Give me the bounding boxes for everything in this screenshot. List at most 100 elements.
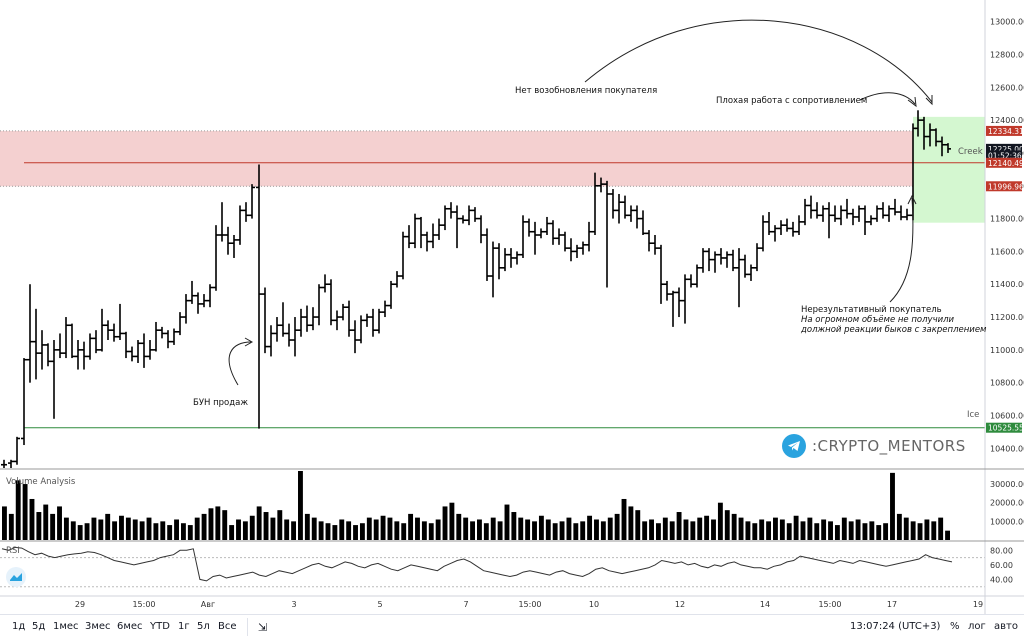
time-tick-label: 17 — [887, 600, 897, 609]
timeframe-1d[interactable]: 1д — [12, 621, 26, 632]
goto-date-icon[interactable]: ⇲ — [258, 621, 268, 634]
log-toggle[interactable]: лог — [968, 621, 986, 632]
volume-bar — [50, 513, 56, 540]
clock-time[interactable]: 13:07:24 (UTC+3) — [850, 621, 941, 632]
volume-bar — [139, 521, 145, 540]
ohlc-bar — [850, 208, 856, 226]
percent-toggle[interactable]: % — [950, 621, 960, 632]
ohlc-bar — [526, 218, 532, 237]
price-label-text: 12140.49 — [988, 159, 1024, 168]
timeframe-ytd[interactable]: YTD — [150, 621, 170, 632]
annotation-no-buyer: Нет возобновления покупателя — [515, 86, 658, 96]
ohlc-bar — [586, 221, 592, 252]
ohlc-bar — [736, 248, 742, 308]
ohlc-bar — [33, 308, 39, 380]
ohlc-bar — [322, 274, 328, 293]
volume-bar — [304, 513, 310, 540]
ohlc-bar — [274, 317, 280, 342]
volume-bar — [917, 523, 923, 540]
volume-bar — [766, 521, 772, 540]
ohlc-bar — [105, 320, 111, 341]
volume-bar — [167, 525, 173, 540]
rsi-indicator-label[interactable]: RSI — [6, 546, 20, 556]
ohlc-bar — [376, 308, 382, 334]
volume-bar — [497, 521, 503, 540]
bottom-toolbar: 1д 5д 1мес 3мес 6мес YTD 1г 5л Все ⇲ 13:… — [0, 614, 1024, 640]
price-tick-label: 11200.00 — [990, 313, 1024, 322]
ohlc-bar — [832, 205, 838, 222]
ohlc-bar — [634, 205, 640, 229]
volume-bar — [793, 515, 799, 540]
volume-bar — [43, 504, 49, 540]
timeframe-1y[interactable]: 1г — [178, 621, 190, 632]
rsi-line — [1, 546, 953, 582]
volume-bar — [201, 513, 207, 540]
volume-bar — [518, 517, 524, 540]
timeframe-3m[interactable]: 3мес — [85, 621, 111, 632]
ohlc-bar — [472, 207, 478, 222]
volume-bar — [807, 517, 813, 540]
timeframe-5y[interactable]: 5л — [197, 621, 210, 632]
ohlc-bar — [27, 284, 33, 383]
ohlc-bar — [556, 228, 562, 245]
ohlc-bar — [454, 205, 460, 249]
volume-bar — [945, 530, 950, 540]
volume-bar — [580, 521, 586, 540]
timeframe-all[interactable]: Все — [218, 621, 237, 632]
time-tick-label: Авг — [201, 600, 215, 609]
volume-bar — [435, 519, 441, 540]
ohlc-bar — [262, 287, 268, 354]
ohlc-bar — [915, 110, 921, 137]
volume-bar — [635, 510, 641, 540]
ohlc-bar — [57, 333, 63, 359]
price-label-bg — [986, 125, 1022, 136]
volume-bar — [745, 521, 751, 540]
volume-pane — [2, 471, 950, 540]
volume-bar — [242, 521, 248, 540]
volume-bar — [332, 525, 338, 540]
timeframe-6m[interactable]: 6мес — [117, 621, 143, 632]
volume-bar — [325, 523, 331, 540]
volume-bar — [525, 519, 531, 540]
volume-bar — [841, 517, 847, 540]
volume-bar — [408, 513, 414, 540]
volume-bar — [318, 521, 324, 540]
volume-bar — [442, 506, 448, 540]
ohlc-bar — [364, 313, 370, 327]
ohlc-bar — [231, 235, 237, 258]
price-label-bg — [986, 181, 1022, 192]
volume-bar — [738, 517, 744, 540]
price-tick-label: 10800.00 — [990, 379, 1024, 388]
volume-bar — [676, 512, 682, 540]
volume-bar — [504, 504, 510, 540]
volume-bar — [690, 521, 696, 540]
annotation-bun: БУН продаж — [193, 398, 249, 408]
timeframe-1m[interactable]: 1мес — [53, 621, 79, 632]
tradingview-logo-icon[interactable] — [6, 567, 26, 587]
rsi-tick-label: 80.00 — [990, 546, 1013, 555]
ohlc-bar — [610, 189, 616, 219]
ohlc-bar — [712, 251, 718, 273]
price-label-text: 12334.31 — [988, 127, 1024, 136]
volume-bar — [415, 517, 420, 540]
volume-indicator-label[interactable]: Volume Analysis — [6, 477, 76, 487]
ohlc-bar — [814, 202, 820, 219]
volume-bar — [566, 517, 572, 540]
ohlc-bar — [8, 459, 14, 468]
volume-bar — [662, 517, 668, 540]
price-tick-label: 11600.00 — [990, 247, 1024, 256]
volume-bar — [655, 523, 661, 540]
auto-toggle[interactable]: авто — [994, 621, 1018, 632]
price-tick-label: 10600.00 — [990, 411, 1024, 420]
volume-bar — [215, 506, 221, 540]
annotation-buyer-title: Нерезультативный покупатель — [801, 305, 942, 315]
ohlc-bar — [225, 226, 231, 255]
timeframe-5d[interactable]: 5д — [32, 621, 46, 632]
ohlc-bar — [532, 221, 538, 255]
price-label-text: 12225.00 — [988, 145, 1024, 154]
ohlc-bar — [802, 198, 808, 226]
ohlc-bar — [280, 302, 286, 337]
annotation-arrows — [228, 19, 933, 386]
time-tick-label: 15:00 — [132, 600, 155, 609]
